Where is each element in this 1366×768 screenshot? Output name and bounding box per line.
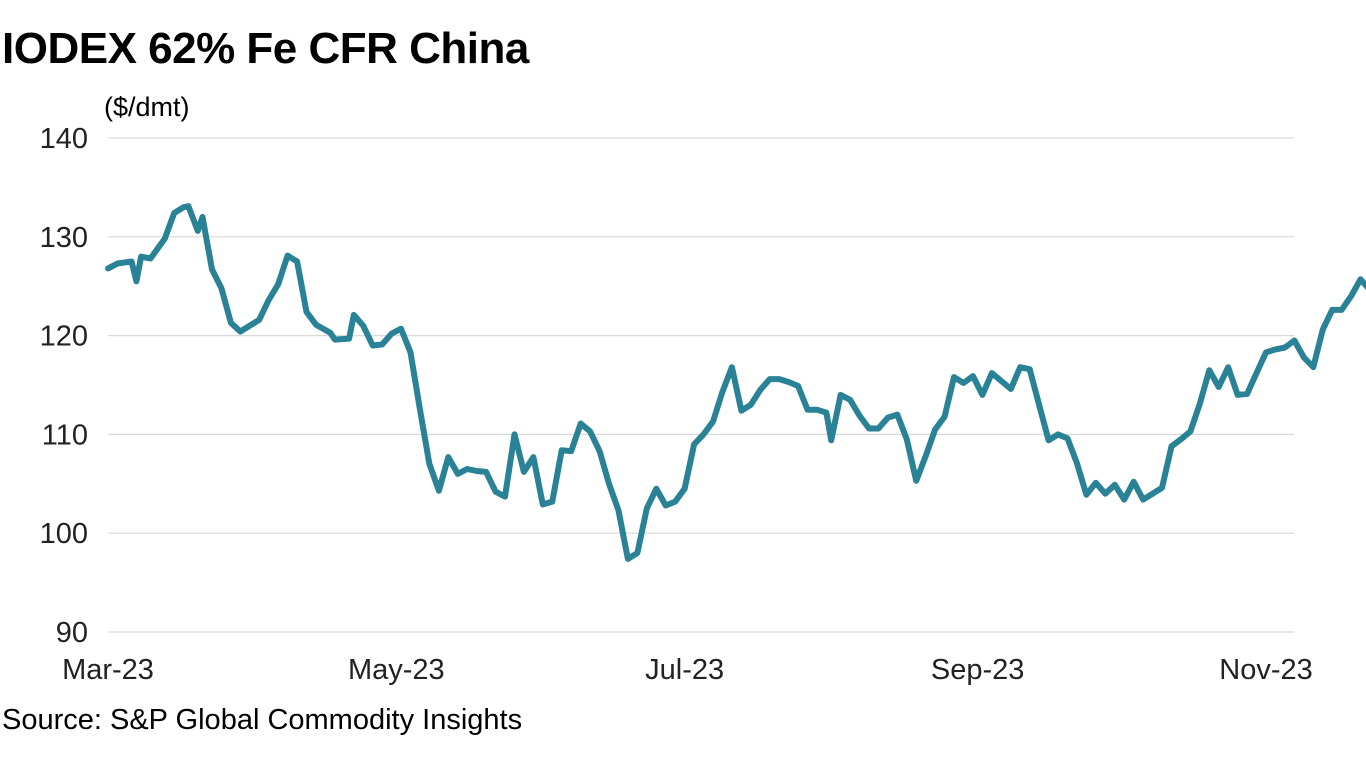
x-tick-label: Mar-23 bbox=[62, 654, 154, 686]
x-tick-label: Nov-23 bbox=[1219, 654, 1313, 686]
line-chart: 90 100 110 120 130 140 Mar-23 May-23 Jul-23 Sep-… bbox=[40, 123, 1366, 686]
series-line-0 bbox=[105, 203, 1366, 562]
gridlines bbox=[108, 137, 1294, 633]
source-note: Source: S&P Global Commodity Insights bbox=[2, 704, 523, 736]
x-tick-label: Jul-23 bbox=[645, 654, 724, 686]
y-tick-label: 120 bbox=[40, 321, 88, 353]
y-axis-unit-label: ($/dmt) bbox=[104, 92, 190, 122]
y-tick-label: 110 bbox=[42, 419, 88, 451]
x-tick-label: May-23 bbox=[348, 654, 445, 686]
y-tick-label: 90 bbox=[56, 617, 88, 649]
y-tick-label: 100 bbox=[40, 518, 88, 550]
x-tick-label: Sep-23 bbox=[931, 654, 1025, 686]
y-tick-label: 140 bbox=[40, 123, 88, 155]
x-axis-ticks: Mar-23 May-23 Jul-23 Sep-23 Nov-23 bbox=[62, 654, 1313, 686]
y-axis-ticks: 90 100 110 120 130 140 bbox=[40, 123, 88, 649]
chart-title: IODEX 62% Fe CFR China bbox=[2, 24, 529, 73]
y-tick-label: 130 bbox=[40, 222, 88, 254]
series-layer bbox=[105, 203, 1366, 562]
